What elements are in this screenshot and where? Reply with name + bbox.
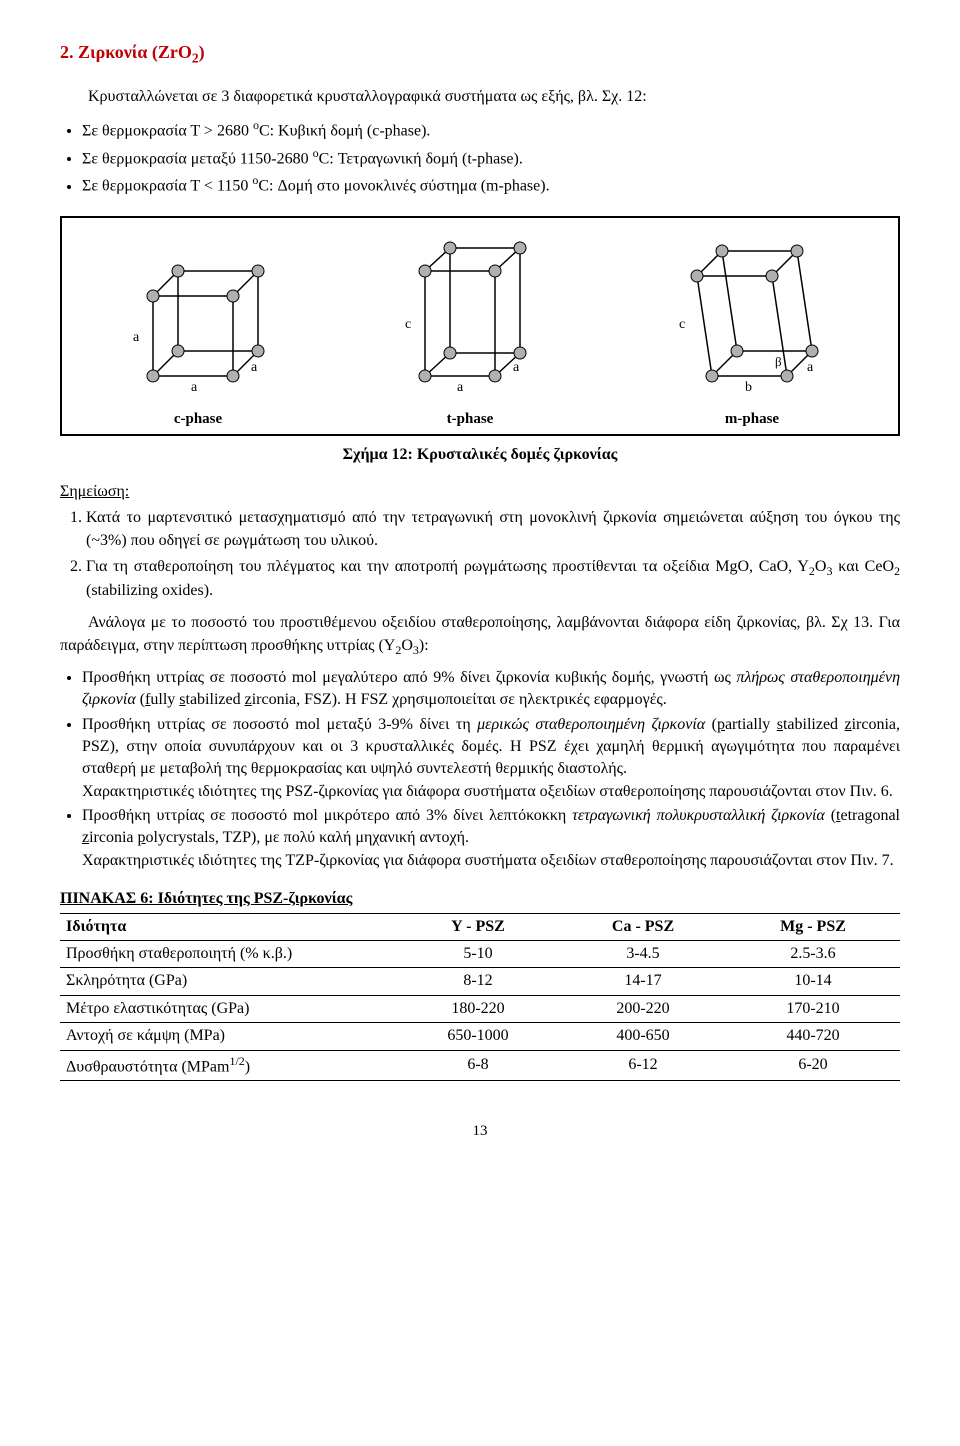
section-heading: 2. Ζιρκονία (ZrO2) bbox=[60, 40, 900, 68]
cube-t: c a a t-phase bbox=[395, 236, 545, 430]
cell: Μέτρο ελαστικότητας (GPa) bbox=[60, 995, 396, 1022]
cell: 8-12 bbox=[396, 968, 560, 995]
note-2: Για τη σταθεροποίηση του πλέγματος και τ… bbox=[86, 556, 900, 602]
cell: Σκληρότητα (GPa) bbox=[60, 968, 396, 995]
cell: 400-650 bbox=[560, 1023, 726, 1050]
d2-a: Προσθήκη υττρίας σε ποσοστό mol μεταξύ 3… bbox=[82, 716, 477, 733]
d3-a: Προσθήκη υττρίας σε ποσοστό mol μικρότερ… bbox=[82, 807, 572, 824]
detail-tzp: Προσθήκη υττρίας σε ποσοστό mol μικρότερ… bbox=[82, 805, 900, 872]
axis-b: b bbox=[745, 380, 752, 395]
p1-b: O bbox=[401, 637, 413, 654]
heading-sub: 2 bbox=[192, 51, 199, 66]
details-bullets: Προσθήκη υττρίας σε ποσοστό mol μεγαλύτε… bbox=[60, 667, 900, 873]
d3-it: τετραγωνική πολυκρυσταλλική ζιρκονία bbox=[572, 807, 825, 824]
table-row: Δυσθραυστότητα (MPam1/2) 6-8 6-12 6-20 bbox=[60, 1050, 900, 1081]
th-ca: Ca - PSZ bbox=[560, 913, 726, 940]
heading-text: 2. Ζιρκονία (ZrO bbox=[60, 42, 192, 62]
cell: 10-14 bbox=[726, 968, 900, 995]
cell: 6-20 bbox=[726, 1050, 900, 1081]
lr-a: Δυσθραυστότητα (MPam bbox=[66, 1058, 229, 1075]
heading-close: ) bbox=[199, 42, 205, 62]
b3-pre: Σε θερμοκρασία Τ < 1150 bbox=[82, 178, 252, 195]
d3-c: Χαρακτηριστικές ιδιότητες της TZP-ζιρκον… bbox=[82, 852, 894, 869]
cell: 180-220 bbox=[396, 995, 560, 1022]
cube-c-label: c-phase bbox=[123, 409, 273, 430]
th-mg: Mg - PSZ bbox=[726, 913, 900, 940]
b1-post: C: Κυβική δομή (c-phase). bbox=[259, 122, 430, 139]
figure-caption: Σχήμα 12: Κρυσταλικές δομές ζιρκονίας bbox=[60, 444, 900, 466]
b2-pre: Σε θερμοκρασία μεταξύ 1150-2680 bbox=[82, 150, 313, 167]
n2-b: O bbox=[815, 558, 827, 575]
lr-exp: 1/2 bbox=[229, 1054, 244, 1068]
note-label: Σημείωση: bbox=[60, 481, 900, 503]
axis-c: c bbox=[679, 317, 685, 332]
cell: Αντοχή σε κάμψη (MPa) bbox=[60, 1023, 396, 1050]
cell: Δυσθραυστότητα (MPam1/2) bbox=[60, 1050, 396, 1081]
th-property: Ιδιότητα bbox=[60, 913, 396, 940]
cell: 170-210 bbox=[726, 995, 900, 1022]
axis-a2: a bbox=[513, 360, 520, 375]
d2-it: μερικώς σταθεροποιημένη ζιρκονία bbox=[477, 716, 705, 733]
axis-a: a bbox=[133, 330, 140, 345]
table-row: Προσθήκη σταθεροποιητή (% κ.β.) 5-10 3-4… bbox=[60, 941, 900, 968]
axis-c: c bbox=[405, 317, 411, 332]
axis-beta: β bbox=[775, 354, 782, 369]
cell: 200-220 bbox=[560, 995, 726, 1022]
phase-bullet-c: Σε θερμοκρασία Τ > 2680 oC: Κυβική δομή … bbox=[82, 117, 900, 143]
cube-c-svg: a a a bbox=[123, 256, 273, 396]
cell: 2.5-3.6 bbox=[726, 941, 900, 968]
n2-a: Για τη σταθεροποίηση του πλέγματος και τ… bbox=[86, 558, 809, 575]
axis-a: a bbox=[457, 380, 464, 395]
cube-t-label: t-phase bbox=[395, 409, 545, 430]
notes-list: Κατά το μαρτενσιτικό μετασχηματισμό από … bbox=[60, 507, 900, 602]
cell: 3-4.5 bbox=[560, 941, 726, 968]
table-row: Αντοχή σε κάμψη (MPa) 650-1000 400-650 4… bbox=[60, 1023, 900, 1050]
table-row: Σκληρότητα (GPa) 8-12 14-17 10-14 bbox=[60, 968, 900, 995]
n2-sub3: 2 bbox=[894, 564, 900, 578]
table-header-row: Ιδιότητα Y - PSZ Ca - PSZ Mg - PSZ bbox=[60, 913, 900, 940]
axis-a3: a bbox=[251, 360, 258, 375]
phase-bullets: Σε θερμοκρασία Τ > 2680 oC: Κυβική δομή … bbox=[60, 117, 900, 198]
psz-table: Ιδιότητα Y - PSZ Ca - PSZ Mg - PSZ Προσθ… bbox=[60, 913, 900, 1082]
cube-c: a a a c-phase bbox=[123, 256, 273, 430]
cube-m-label: m-phase bbox=[667, 409, 837, 430]
n2-d: (stabilizing oxides). bbox=[86, 582, 213, 599]
page-number: 13 bbox=[60, 1121, 900, 1142]
figure-box: a a a c-phase bbox=[60, 216, 900, 436]
table-title: ΠΙΝΑΚΑΣ 6: Ιδιότητες της PSZ-ζιρκονίας bbox=[60, 888, 900, 910]
cell: 6-8 bbox=[396, 1050, 560, 1081]
cube-m: c b a β m-phase bbox=[667, 236, 837, 430]
cell: 6-12 bbox=[560, 1050, 726, 1081]
cube-t-svg: c a a bbox=[395, 236, 545, 396]
detail-psz: Προσθήκη υττρίας σε ποσοστό mol μεταξύ 3… bbox=[82, 714, 900, 804]
th-y: Y - PSZ bbox=[396, 913, 560, 940]
b3-post: C: Δομή στο μονοκλινές σύστημα (m-phase)… bbox=[258, 178, 549, 195]
lr-b: ) bbox=[245, 1058, 250, 1075]
b1-pre: Σε θερμοκρασία Τ > 2680 bbox=[82, 122, 253, 139]
axis-a: a bbox=[807, 360, 814, 375]
detail-fsz: Προσθήκη υττρίας σε ποσοστό mol μεγαλύτε… bbox=[82, 667, 900, 712]
cell: 650-1000 bbox=[396, 1023, 560, 1050]
d1-b: (fully stabilized zirconia, FSZ). Η FSZ … bbox=[136, 691, 667, 708]
phase-bullet-t: Σε θερμοκρασία μεταξύ 1150-2680 oC: Τετρ… bbox=[82, 145, 900, 171]
cell: 5-10 bbox=[396, 941, 560, 968]
intro-paragraph: Κρυσταλλώνεται σε 3 διαφορετικά κρυσταλλ… bbox=[60, 86, 900, 108]
d1-a: Προσθήκη υττρίας σε ποσοστό mol μεγαλύτε… bbox=[82, 669, 736, 686]
note-label-text: Σημείωση: bbox=[60, 483, 129, 500]
axis-a2: a bbox=[191, 380, 198, 395]
cube-m-svg: c b a β bbox=[667, 236, 837, 396]
b2-post: C: Τετραγωνική δομή (t-phase). bbox=[319, 150, 523, 167]
p1-a: Ανάλογα με το ποσοστό του προστιθέμενου … bbox=[60, 614, 900, 653]
cubes-row: a a a c-phase bbox=[72, 236, 888, 430]
phase-bullet-m: Σε θερμοκρασία Τ < 1150 oC: Δομή στο μον… bbox=[82, 172, 900, 198]
p1-c: ): bbox=[419, 637, 429, 654]
note-1: Κατά το μαρτενσιτικό μετασχηματισμό από … bbox=[86, 507, 900, 552]
table-row: Μέτρο ελαστικότητας (GPa) 180-220 200-22… bbox=[60, 995, 900, 1022]
d2-c: Χαρακτηριστικές ιδιότητες της PSZ-ζιρκον… bbox=[82, 783, 893, 800]
n2-c: και CeO bbox=[832, 558, 894, 575]
cell: 14-17 bbox=[560, 968, 726, 995]
para-yttria: Ανάλογα με το ποσοστό του προστιθέμενου … bbox=[60, 612, 900, 658]
cell: 440-720 bbox=[726, 1023, 900, 1050]
cell: Προσθήκη σταθεροποιητή (% κ.β.) bbox=[60, 941, 396, 968]
